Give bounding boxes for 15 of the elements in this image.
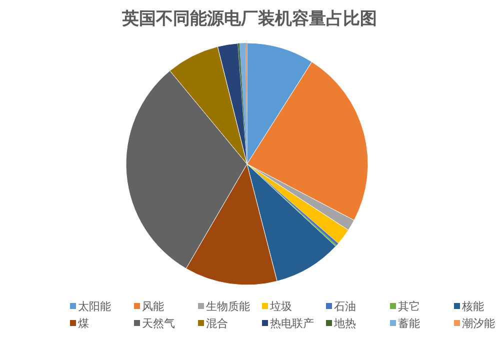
- legend-label: 其它: [398, 300, 420, 313]
- legend-label: 天然气: [142, 317, 175, 330]
- legend-label: 蓄能: [398, 317, 420, 330]
- legend-label: 煤: [78, 317, 89, 330]
- legend-label: 垃圾: [269, 300, 292, 313]
- legend-label: 地热: [333, 317, 356, 330]
- legend-label: 石油: [334, 300, 356, 313]
- legend-label: 热电联产: [270, 317, 314, 330]
- legend-label: 生物质能: [206, 300, 250, 313]
- legend-label: 太阳能: [78, 300, 111, 313]
- legend-label: 混合: [206, 317, 228, 330]
- legend-label: 核能: [461, 300, 484, 313]
- legend-label: 风能: [142, 300, 164, 313]
- legend-label: 潮汐能: [462, 317, 495, 330]
- chart-title: 英国不同能源电厂装机容量占比图: [121, 9, 377, 29]
